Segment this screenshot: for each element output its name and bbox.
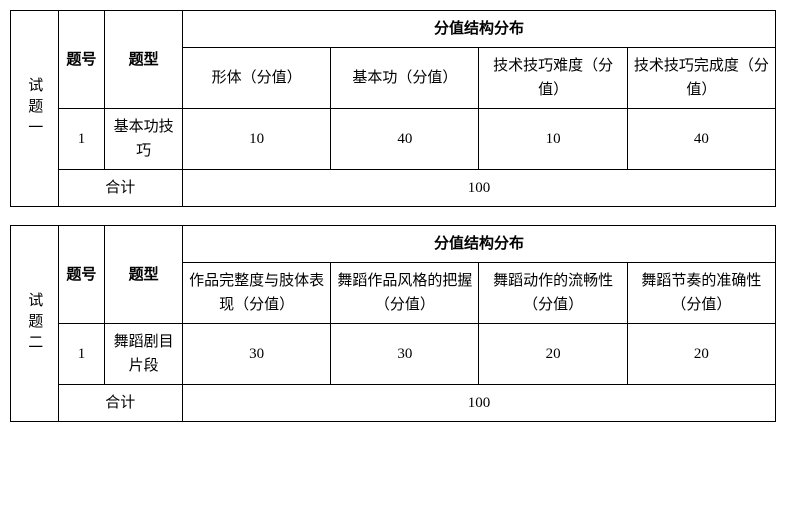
table-row: 1 舞蹈剧目片段 30 30 20 20 — [11, 324, 776, 385]
subheader: 技术技巧完成度（分值） — [627, 48, 775, 109]
total-label: 合计 — [58, 170, 182, 207]
cell-val: 30 — [183, 324, 331, 385]
table-row: 1 基本功技巧 10 40 10 40 — [11, 109, 776, 170]
col-type-header: 题型 — [105, 11, 183, 109]
cell-val: 40 — [627, 109, 775, 170]
cell-val: 20 — [627, 324, 775, 385]
table-question-1: 试题一 题号 题型 分值结构分布 形体（分值） 基本功（分值） 技术技巧难度（分… — [10, 10, 776, 207]
cell-type: 舞蹈剧目片段 — [105, 324, 183, 385]
cell-type: 基本功技巧 — [105, 109, 183, 170]
section-label: 试题二 — [11, 226, 59, 422]
subheader: 舞蹈节奏的准确性（分值） — [627, 263, 775, 324]
table-question-2: 试题二 题号 题型 分值结构分布 作品完整度与肢体表现（分值） 舞蹈作品风格的把… — [10, 225, 776, 422]
total-row: 合计 100 — [11, 170, 776, 207]
col-type-header: 题型 — [105, 226, 183, 324]
cell-val: 10 — [479, 109, 627, 170]
subheader: 技术技巧难度（分值） — [479, 48, 627, 109]
subheader: 舞蹈作品风格的把握（分值） — [331, 263, 479, 324]
total-label: 合计 — [58, 385, 182, 422]
col-num-header: 题号 — [58, 226, 105, 324]
cell-num: 1 — [58, 109, 105, 170]
subheader: 基本功（分值） — [331, 48, 479, 109]
group-header: 分值结构分布 — [183, 226, 776, 263]
cell-val: 30 — [331, 324, 479, 385]
cell-val: 10 — [183, 109, 331, 170]
cell-val: 40 — [331, 109, 479, 170]
total-row: 合计 100 — [11, 385, 776, 422]
col-num-header: 题号 — [58, 11, 105, 109]
cell-val: 20 — [479, 324, 627, 385]
group-header: 分值结构分布 — [183, 11, 776, 48]
subheader: 舞蹈动作的流畅性（分值） — [479, 263, 627, 324]
section-label: 试题一 — [11, 11, 59, 207]
total-value: 100 — [183, 385, 776, 422]
total-value: 100 — [183, 170, 776, 207]
cell-num: 1 — [58, 324, 105, 385]
subheader: 形体（分值） — [183, 48, 331, 109]
subheader: 作品完整度与肢体表现（分值） — [183, 263, 331, 324]
